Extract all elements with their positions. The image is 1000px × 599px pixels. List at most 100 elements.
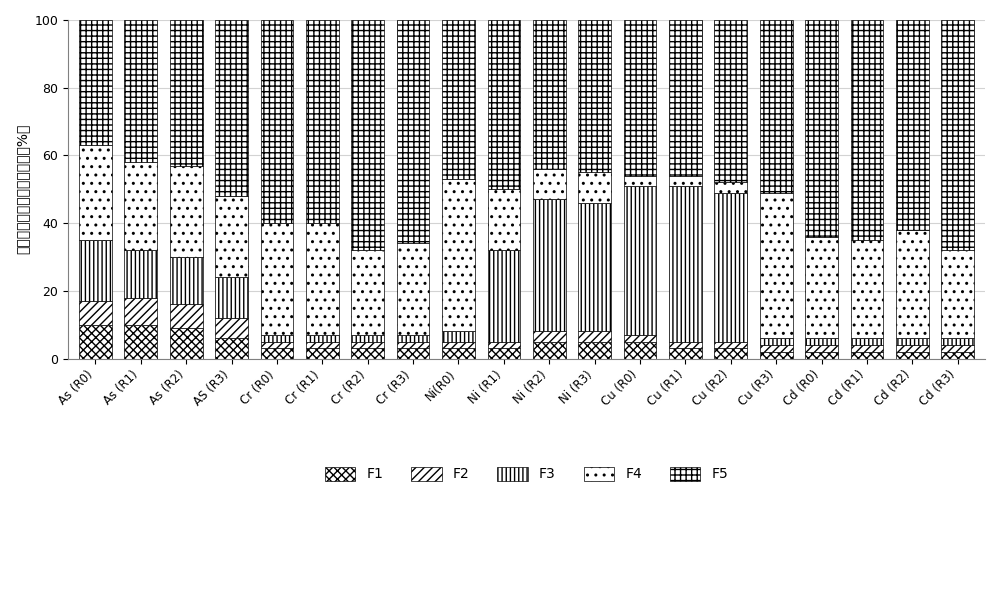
Bar — [124, 162, 157, 250]
Bar — [533, 199, 566, 331]
Bar — [261, 335, 293, 341]
Bar — [714, 341, 747, 349]
Bar — [851, 352, 883, 359]
Bar — [397, 243, 429, 335]
Bar — [896, 20, 929, 230]
Bar — [760, 20, 793, 193]
Bar — [397, 349, 429, 359]
Bar — [533, 169, 566, 199]
Bar — [669, 341, 702, 349]
Bar — [261, 349, 293, 359]
Bar — [760, 193, 793, 338]
Bar — [397, 341, 429, 349]
Bar — [851, 338, 883, 345]
Bar — [79, 145, 112, 240]
Bar — [397, 20, 429, 243]
Bar — [896, 338, 929, 345]
Bar — [941, 352, 974, 359]
Bar — [442, 349, 475, 359]
Bar — [805, 237, 838, 338]
Bar — [397, 335, 429, 341]
Legend: F1, F2, F3, F4, F5: F1, F2, F3, F4, F5 — [319, 461, 734, 487]
Bar — [805, 352, 838, 359]
Bar — [760, 352, 793, 359]
Y-axis label: 金属不同化学形态所占比例（%）: 金属不同化学形态所占比例（%） — [15, 124, 29, 255]
Bar — [306, 223, 339, 335]
Bar — [896, 230, 929, 338]
Bar — [669, 349, 702, 359]
Bar — [488, 341, 520, 349]
Bar — [215, 338, 248, 359]
Bar — [896, 352, 929, 359]
Bar — [215, 277, 248, 318]
Bar — [170, 257, 203, 304]
Bar — [533, 341, 566, 359]
Bar — [760, 338, 793, 345]
Bar — [488, 20, 520, 189]
Bar — [442, 20, 475, 179]
Bar — [624, 341, 656, 359]
Bar — [714, 183, 747, 193]
Bar — [941, 338, 974, 345]
Bar — [124, 325, 157, 359]
Bar — [851, 345, 883, 352]
Bar — [442, 341, 475, 349]
Bar — [714, 20, 747, 183]
Bar — [578, 20, 611, 173]
Bar — [124, 298, 157, 325]
Bar — [306, 341, 339, 349]
Bar — [351, 250, 384, 335]
Bar — [624, 20, 656, 176]
Bar — [261, 341, 293, 349]
Bar — [215, 20, 248, 196]
Bar — [714, 349, 747, 359]
Bar — [851, 240, 883, 338]
Bar — [578, 203, 611, 331]
Bar — [351, 341, 384, 349]
Bar — [170, 165, 203, 257]
Bar — [351, 335, 384, 341]
Bar — [306, 335, 339, 341]
Bar — [714, 193, 747, 341]
Bar — [488, 349, 520, 359]
Bar — [79, 301, 112, 325]
Bar — [442, 179, 475, 331]
Bar — [124, 250, 157, 298]
Bar — [306, 349, 339, 359]
Bar — [215, 196, 248, 277]
Bar — [896, 345, 929, 352]
Bar — [624, 176, 656, 186]
Bar — [805, 20, 838, 237]
Bar — [261, 20, 293, 223]
Bar — [760, 345, 793, 352]
Bar — [442, 331, 475, 341]
Bar — [124, 20, 157, 162]
Bar — [261, 223, 293, 335]
Bar — [79, 20, 112, 145]
Bar — [805, 338, 838, 345]
Bar — [79, 240, 112, 301]
Bar — [805, 345, 838, 352]
Bar — [533, 331, 566, 341]
Bar — [669, 186, 702, 341]
Bar — [578, 331, 611, 341]
Bar — [351, 20, 384, 250]
Bar — [170, 20, 203, 165]
Bar — [79, 325, 112, 359]
Bar — [351, 349, 384, 359]
Bar — [941, 20, 974, 250]
Bar — [578, 173, 611, 203]
Bar — [624, 335, 656, 341]
Bar — [941, 345, 974, 352]
Bar — [669, 20, 702, 176]
Bar — [624, 186, 656, 335]
Bar — [669, 176, 702, 186]
Bar — [941, 250, 974, 338]
Bar — [170, 304, 203, 328]
Bar — [215, 318, 248, 338]
Bar — [851, 20, 883, 240]
Bar — [488, 250, 520, 341]
Bar — [578, 341, 611, 359]
Bar — [533, 20, 566, 169]
Bar — [306, 20, 339, 223]
